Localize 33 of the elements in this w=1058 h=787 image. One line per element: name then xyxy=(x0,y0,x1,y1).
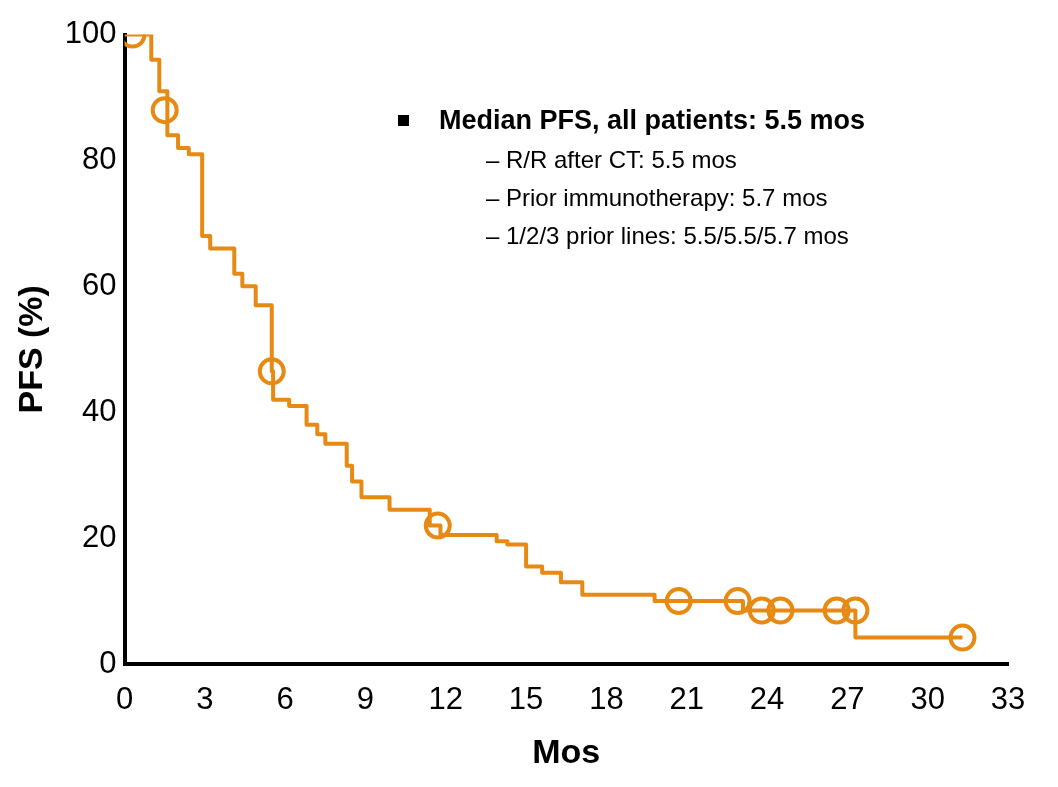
point xyxy=(723,587,752,616)
x-tick-label: 18 xyxy=(589,681,624,717)
point xyxy=(257,357,286,386)
y-tick-label: 60 xyxy=(82,266,117,302)
x-tick-label: 6 xyxy=(276,681,294,717)
point xyxy=(948,623,977,652)
annotation: Median PFS, all patients: 5.5 mos xyxy=(439,105,866,136)
point xyxy=(664,587,693,616)
y-tick-label: 80 xyxy=(82,141,117,177)
x-tick-label: 3 xyxy=(196,681,214,717)
annotation: – R/R after CT: 5.5 mos xyxy=(486,146,738,174)
x-tick-label: 30 xyxy=(910,681,945,717)
point xyxy=(747,596,776,625)
y-axis-title: PFS (%) xyxy=(10,285,49,414)
x-tick-label: 9 xyxy=(356,681,375,717)
x-axis-title: Mos xyxy=(532,731,601,770)
annotation: – 1/2/3 prior lines: 5.5/5.5/5.7 mos xyxy=(486,222,850,250)
point xyxy=(423,511,452,540)
x-tick-label: 12 xyxy=(428,681,464,717)
y-tick-label: 0 xyxy=(99,644,117,680)
point xyxy=(822,596,851,625)
y-tick-label: 40 xyxy=(82,392,117,428)
y-tick-label: 100 xyxy=(64,15,117,51)
annotation: – Prior immunotherapy: 5.7 mos xyxy=(486,184,829,212)
x-tick-label: 24 xyxy=(749,681,785,717)
point xyxy=(841,596,870,625)
point xyxy=(150,96,179,125)
x-tick-label: 15 xyxy=(508,681,544,717)
x-tick-label: 21 xyxy=(669,681,704,717)
point xyxy=(766,596,795,625)
x-tick-label: 33 xyxy=(990,681,1026,717)
x-tick-label: 27 xyxy=(830,681,865,717)
y-tick-label: 20 xyxy=(82,518,117,554)
